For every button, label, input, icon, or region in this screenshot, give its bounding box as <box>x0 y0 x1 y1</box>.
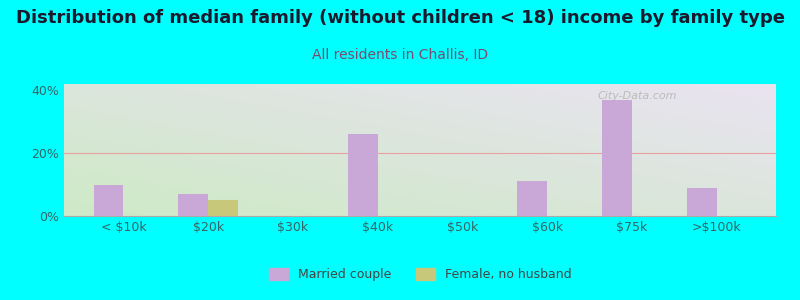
Legend: Married couple, Female, no husband: Married couple, Female, no husband <box>264 263 576 286</box>
Bar <box>348 134 378 216</box>
Bar <box>208 200 238 216</box>
Bar <box>178 194 208 216</box>
Text: All residents in Challis, ID: All residents in Challis, ID <box>312 48 488 62</box>
Text: City-Data.com: City-Data.com <box>598 91 678 100</box>
Bar <box>687 188 717 216</box>
Bar <box>518 182 547 216</box>
Text: Distribution of median family (without children < 18) income by family type: Distribution of median family (without c… <box>15 9 785 27</box>
Bar <box>94 184 123 216</box>
Bar <box>602 100 632 216</box>
